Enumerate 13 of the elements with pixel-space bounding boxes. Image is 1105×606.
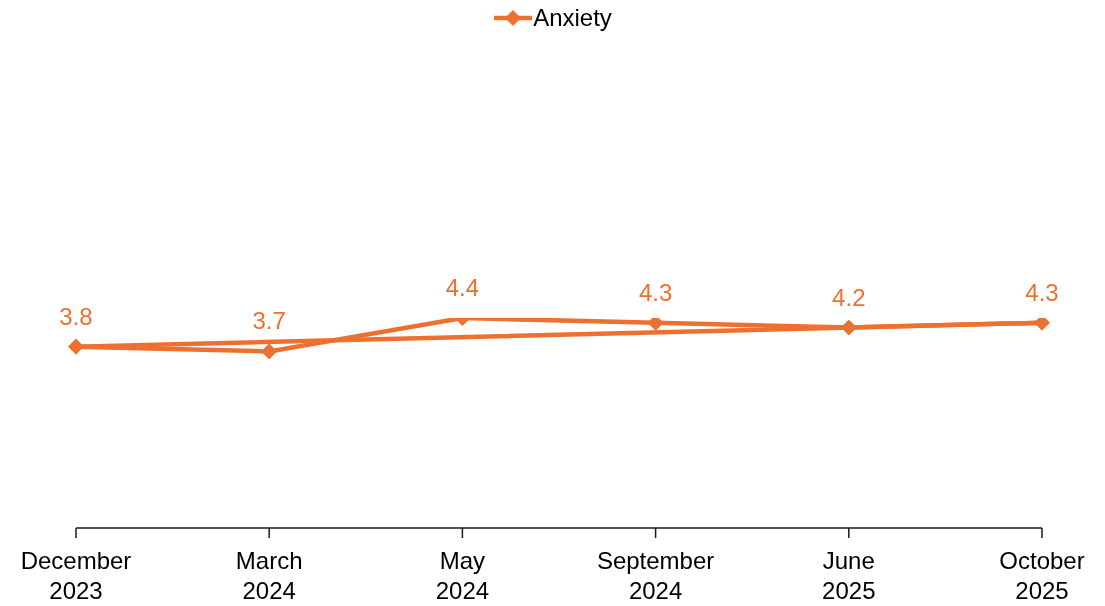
- data-label: 4.2: [832, 283, 866, 311]
- data-label: 3.7: [252, 307, 286, 335]
- data-label: 3.8: [59, 302, 93, 330]
- x-tick-label: June 2025: [822, 547, 876, 604]
- x-tick-label: May 2024: [435, 547, 490, 604]
- legend-label: Anxiety: [533, 4, 612, 32]
- data-label: 4.3: [1025, 278, 1059, 306]
- data-label: 4.4: [445, 274, 480, 301]
- x-tick-label: December 2023: [20, 547, 132, 604]
- x-tick-label: October 2025: [999, 547, 1085, 604]
- data-label: 4.3: [638, 278, 673, 306]
- x-tick-label: March 2024: [235, 547, 303, 604]
- x-tick-label: September 2024: [596, 547, 715, 604]
